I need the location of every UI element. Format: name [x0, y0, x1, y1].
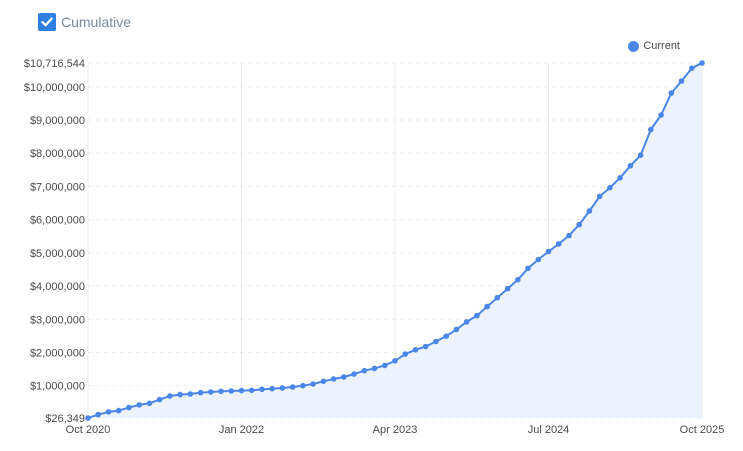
- data-point: [607, 184, 613, 191]
- data-point: [156, 396, 163, 403]
- data-point: [248, 387, 255, 394]
- data-point: [136, 402, 142, 408]
- data-point: [586, 208, 593, 214]
- data-point: [187, 391, 194, 397]
- cumulative-label: Cumulative: [61, 14, 132, 30]
- data-point: [392, 358, 398, 364]
- data-point: [269, 385, 276, 392]
- data-point: [474, 312, 480, 319]
- data-point: [637, 152, 644, 158]
- data-point: [658, 112, 664, 118]
- data-point: [617, 175, 623, 181]
- data-point: [525, 265, 531, 272]
- x-tick-label: Apr 2023: [373, 424, 418, 436]
- data-point: [371, 365, 378, 372]
- data-point: [484, 303, 490, 310]
- y-tick-label: $10,000,000: [24, 82, 85, 94]
- data-point: [320, 378, 327, 385]
- data-point: [300, 382, 306, 389]
- y-tick-label: $7,000,000: [30, 181, 85, 193]
- x-tick-label: Oct 2020: [66, 424, 111, 436]
- data-point: [341, 374, 347, 380]
- data-point: [535, 256, 542, 263]
- data-point: [422, 343, 429, 350]
- data-point: [648, 126, 654, 133]
- y-tick-label: $3,000,000: [30, 314, 85, 326]
- data-point: [627, 163, 634, 169]
- data-point: [126, 404, 132, 411]
- data-point: [238, 387, 245, 394]
- data-point: [412, 347, 419, 353]
- data-point: [453, 326, 460, 333]
- data-point: [289, 384, 296, 390]
- data-point: [146, 400, 153, 407]
- data-point: [545, 248, 552, 255]
- y-tick-label: $4,000,000: [30, 281, 85, 293]
- data-point: [197, 389, 204, 396]
- y-tick-label: $2,000,000: [30, 347, 85, 359]
- data-point: [576, 221, 582, 228]
- data-point: [678, 78, 685, 84]
- data-point: [361, 367, 368, 374]
- y-tick-label: $10,716,544: [24, 58, 85, 70]
- data-point: [504, 285, 511, 292]
- data-point: [668, 90, 675, 96]
- data-point: [382, 362, 388, 369]
- data-point: [463, 319, 470, 325]
- legend-label-current: Current: [643, 40, 680, 52]
- data-point: [596, 193, 603, 200]
- data-point: [259, 386, 265, 393]
- y-tick-label: $6,000,000: [30, 215, 85, 227]
- cumulative-checkbox[interactable]: [38, 13, 56, 31]
- data-point: [85, 415, 91, 421]
- data-point: [515, 276, 521, 283]
- data-point: [95, 411, 101, 418]
- data-point: [351, 371, 357, 377]
- checkmark-icon: [41, 17, 53, 27]
- data-point: [689, 65, 695, 71]
- data-point: [699, 60, 705, 66]
- y-tick-label: $1,000,000: [30, 381, 85, 393]
- data-point: [402, 351, 409, 357]
- data-point: [167, 393, 173, 399]
- data-point: [494, 294, 501, 301]
- x-tick-label: Oct 2025: [680, 424, 725, 436]
- legend-swatch-current: [628, 40, 640, 52]
- x-tick-label: Jul 2024: [528, 424, 570, 436]
- data-point: [228, 388, 235, 394]
- cumulative-toggle[interactable]: Cumulative: [38, 12, 131, 32]
- y-tick-label: $9,000,000: [30, 115, 85, 127]
- legend[interactable]: Current: [628, 40, 680, 52]
- y-tick-label: $5,000,000: [30, 248, 85, 260]
- data-point: [218, 388, 224, 395]
- data-point: [177, 391, 183, 398]
- data-point: [279, 385, 286, 391]
- data-point: [433, 338, 439, 345]
- data-point: [115, 407, 122, 414]
- y-tick-label: $8,000,000: [30, 148, 85, 160]
- series-area-current: [88, 63, 702, 418]
- data-point: [105, 409, 112, 415]
- y-tick-label: $26,349: [45, 413, 85, 425]
- x-tick-label: Jan 2022: [219, 424, 264, 436]
- data-point: [443, 333, 450, 340]
- data-point: [310, 381, 316, 387]
- data-point: [208, 389, 214, 395]
- data-point: [566, 232, 572, 239]
- data-point: [330, 376, 337, 382]
- data-point: [555, 241, 562, 247]
